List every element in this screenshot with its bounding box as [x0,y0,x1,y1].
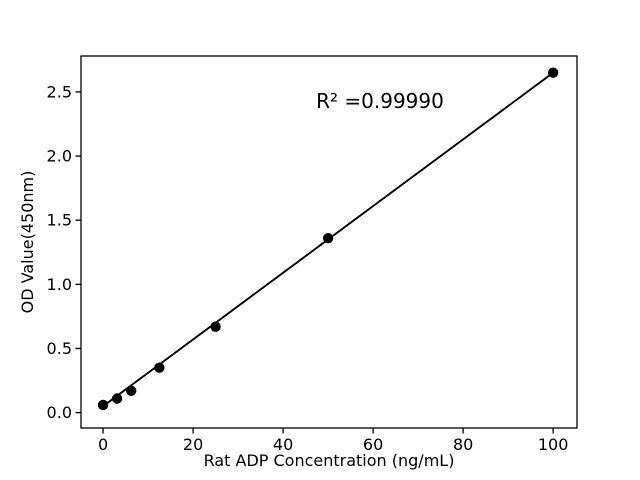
data-point-marker [547,67,559,78]
data-points-group [97,67,559,411]
x-axis-label: Rat ADP Concentration (ng/mL) [204,451,455,470]
y-axis-ticks: 0.0 0.5 1.0 1.5 2.0 2.5 [47,82,81,422]
data-point-marker [322,232,334,244]
x-tick-label: 60 [363,435,383,454]
x-tick-label: 20 [183,435,203,454]
data-point-marker [154,362,165,373]
y-tick-label: 2.0 [47,147,72,166]
data-point-marker [111,393,123,404]
x-tick-label: 0 [98,435,108,454]
x-tick-label: 40 [273,435,293,454]
r-squared-annotation: R² =0.99990 [316,89,444,113]
data-point-marker [125,385,137,396]
data-point-marker [97,399,109,411]
y-tick-label: 1.5 [47,211,72,230]
data-point-marker [210,321,221,332]
y-tick-label: 2.5 [47,82,72,101]
x-tick-label: 80 [453,435,473,454]
y-axis-label: OD Value(450nm) [18,171,37,314]
x-axis-ticks: 0 20 40 60 80 100 [98,428,568,454]
x-tick-label: 100 [538,435,569,454]
y-tick-label: 1.0 [47,275,72,294]
y-tick-label: 0.5 [47,339,72,358]
y-tick-label: 0.0 [47,403,72,422]
